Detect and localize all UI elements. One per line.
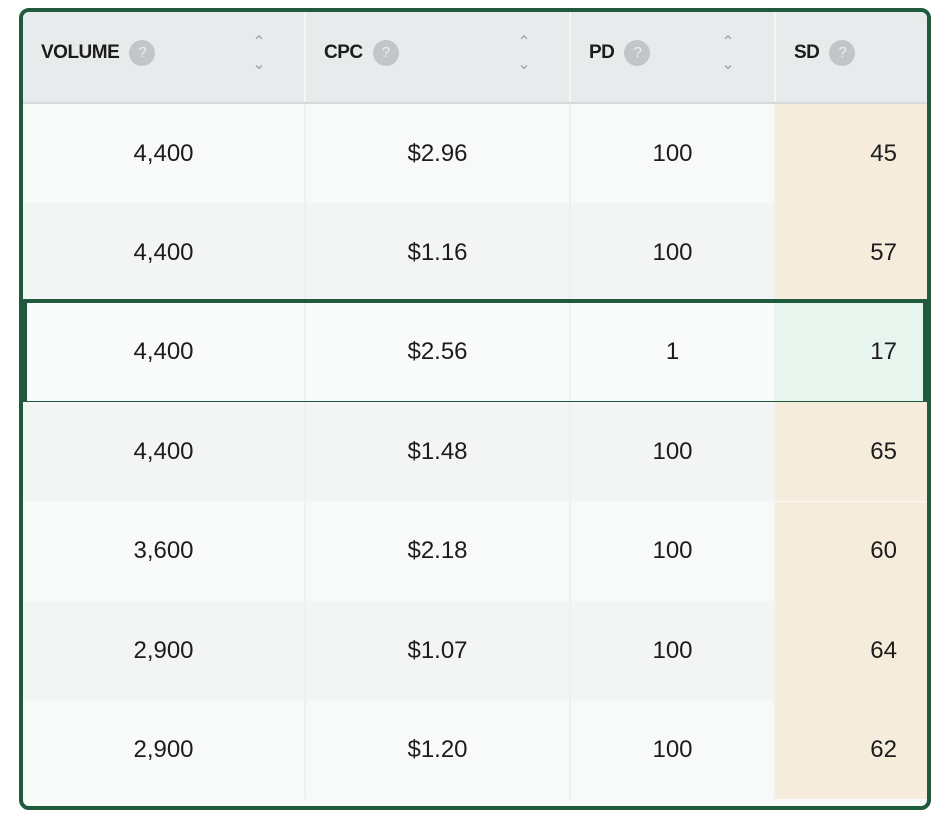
table-row[interactable]: 2,900 $1.20 100 62: [23, 700, 927, 800]
cell-volume: 4,400: [23, 402, 306, 502]
cell-cpc: $2.18: [306, 501, 571, 601]
cell-pd: 1: [571, 302, 776, 402]
help-icon[interactable]: ?: [829, 40, 856, 66]
help-icon[interactable]: ?: [372, 40, 399, 66]
cell-pd: 100: [571, 402, 776, 502]
cell-pd: 100: [571, 203, 776, 303]
header-label: VOLUME: [41, 42, 120, 63]
cell-pd: 100: [571, 601, 776, 700]
cell-sd: 17: [776, 302, 927, 402]
table-row[interactable]: 4,400 $2.96 100 45: [23, 104, 927, 203]
table-row[interactable]: 4,400 $1.16 100 57: [23, 203, 927, 303]
table-row[interactable]: 2,900 $1.07 100 64: [23, 601, 927, 700]
cell-cpc: $1.16: [306, 203, 571, 303]
cell-sd: 57: [776, 203, 927, 303]
header-sd[interactable]: SD?: [776, 12, 927, 102]
table-row[interactable]: 4,400 $2.56 1 17: [23, 302, 927, 402]
help-icon[interactable]: ?: [129, 40, 156, 66]
cell-volume: 3,600: [23, 501, 306, 601]
cell-volume: 4,400: [23, 203, 306, 303]
sort-icon[interactable]: ⌃ ⌄: [721, 34, 735, 73]
header-pd[interactable]: PD? ⌃ ⌄: [571, 12, 776, 102]
cell-sd: 45: [776, 104, 927, 203]
header-label: PD: [589, 42, 615, 63]
cell-cpc: $1.07: [306, 601, 571, 700]
keyword-metrics-table: VOLUME? ⌃ ⌄ CPC? ⌃ ⌄ PD? ⌃ ⌄ SD? 4,400 $2.96…: [19, 8, 931, 810]
cell-pd: 100: [571, 700, 776, 800]
cell-pd: 100: [571, 104, 776, 203]
table-header: VOLUME? ⌃ ⌄ CPC? ⌃ ⌄ PD? ⌃ ⌄ SD?: [23, 12, 927, 104]
cell-sd: 65: [776, 402, 927, 502]
header-volume[interactable]: VOLUME? ⌃ ⌄: [23, 12, 306, 102]
header-cpc[interactable]: CPC? ⌃ ⌄: [306, 12, 571, 102]
cell-cpc: $1.20: [306, 700, 571, 800]
cell-cpc: $1.48: [306, 402, 571, 502]
cell-sd: 64: [776, 601, 927, 700]
sort-icon[interactable]: ⌃ ⌄: [252, 34, 266, 73]
cell-cpc: $2.56: [306, 302, 571, 402]
cell-volume: 2,900: [23, 700, 306, 800]
cell-volume: 4,400: [23, 104, 306, 203]
table-row[interactable]: 4,400 $1.48 100 65: [23, 402, 927, 502]
cell-sd: 62: [776, 700, 927, 800]
header-label: CPC: [324, 42, 363, 63]
cell-volume: 2,900: [23, 601, 306, 700]
help-icon[interactable]: ?: [624, 40, 651, 66]
cell-sd: 60: [776, 501, 927, 601]
cell-volume: 4,400: [23, 302, 306, 402]
table-row[interactable]: 3,600 $2.18 100 60: [23, 501, 927, 601]
header-label: SD: [794, 42, 820, 63]
sort-icon[interactable]: ⌃ ⌄: [517, 34, 531, 73]
cell-cpc: $2.96: [306, 104, 571, 203]
cell-pd: 100: [571, 501, 776, 601]
